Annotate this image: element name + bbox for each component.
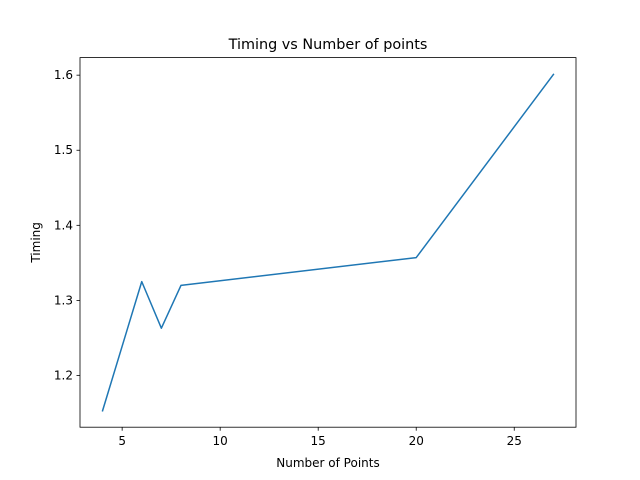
y-tick-label: 1.6 [54,68,73,82]
x-tick-label: 10 [213,434,228,448]
y-axis-ticks: 1.2 1.3 1.4 1.5 1.6 [54,68,80,382]
y-tick-label: 1.3 [54,293,73,307]
y-tick-label: 1.5 [54,143,73,157]
x-tick-label: 15 [311,434,326,448]
y-tick-label: 1.2 [54,368,73,382]
chart-title: Timing vs Number of points [228,37,428,53]
y-tick-label: 1.4 [54,218,73,232]
x-axis-label: Number of Points [276,456,379,470]
plot-frame [79,57,577,428]
x-tick-label: 5 [118,434,126,448]
series-line [101,73,555,412]
y-axis-label: Timing [29,222,43,264]
x-tick-label: 25 [507,434,522,448]
x-axis-ticks: 5 10 15 20 25 [118,427,522,448]
x-tick-label: 20 [409,434,424,448]
